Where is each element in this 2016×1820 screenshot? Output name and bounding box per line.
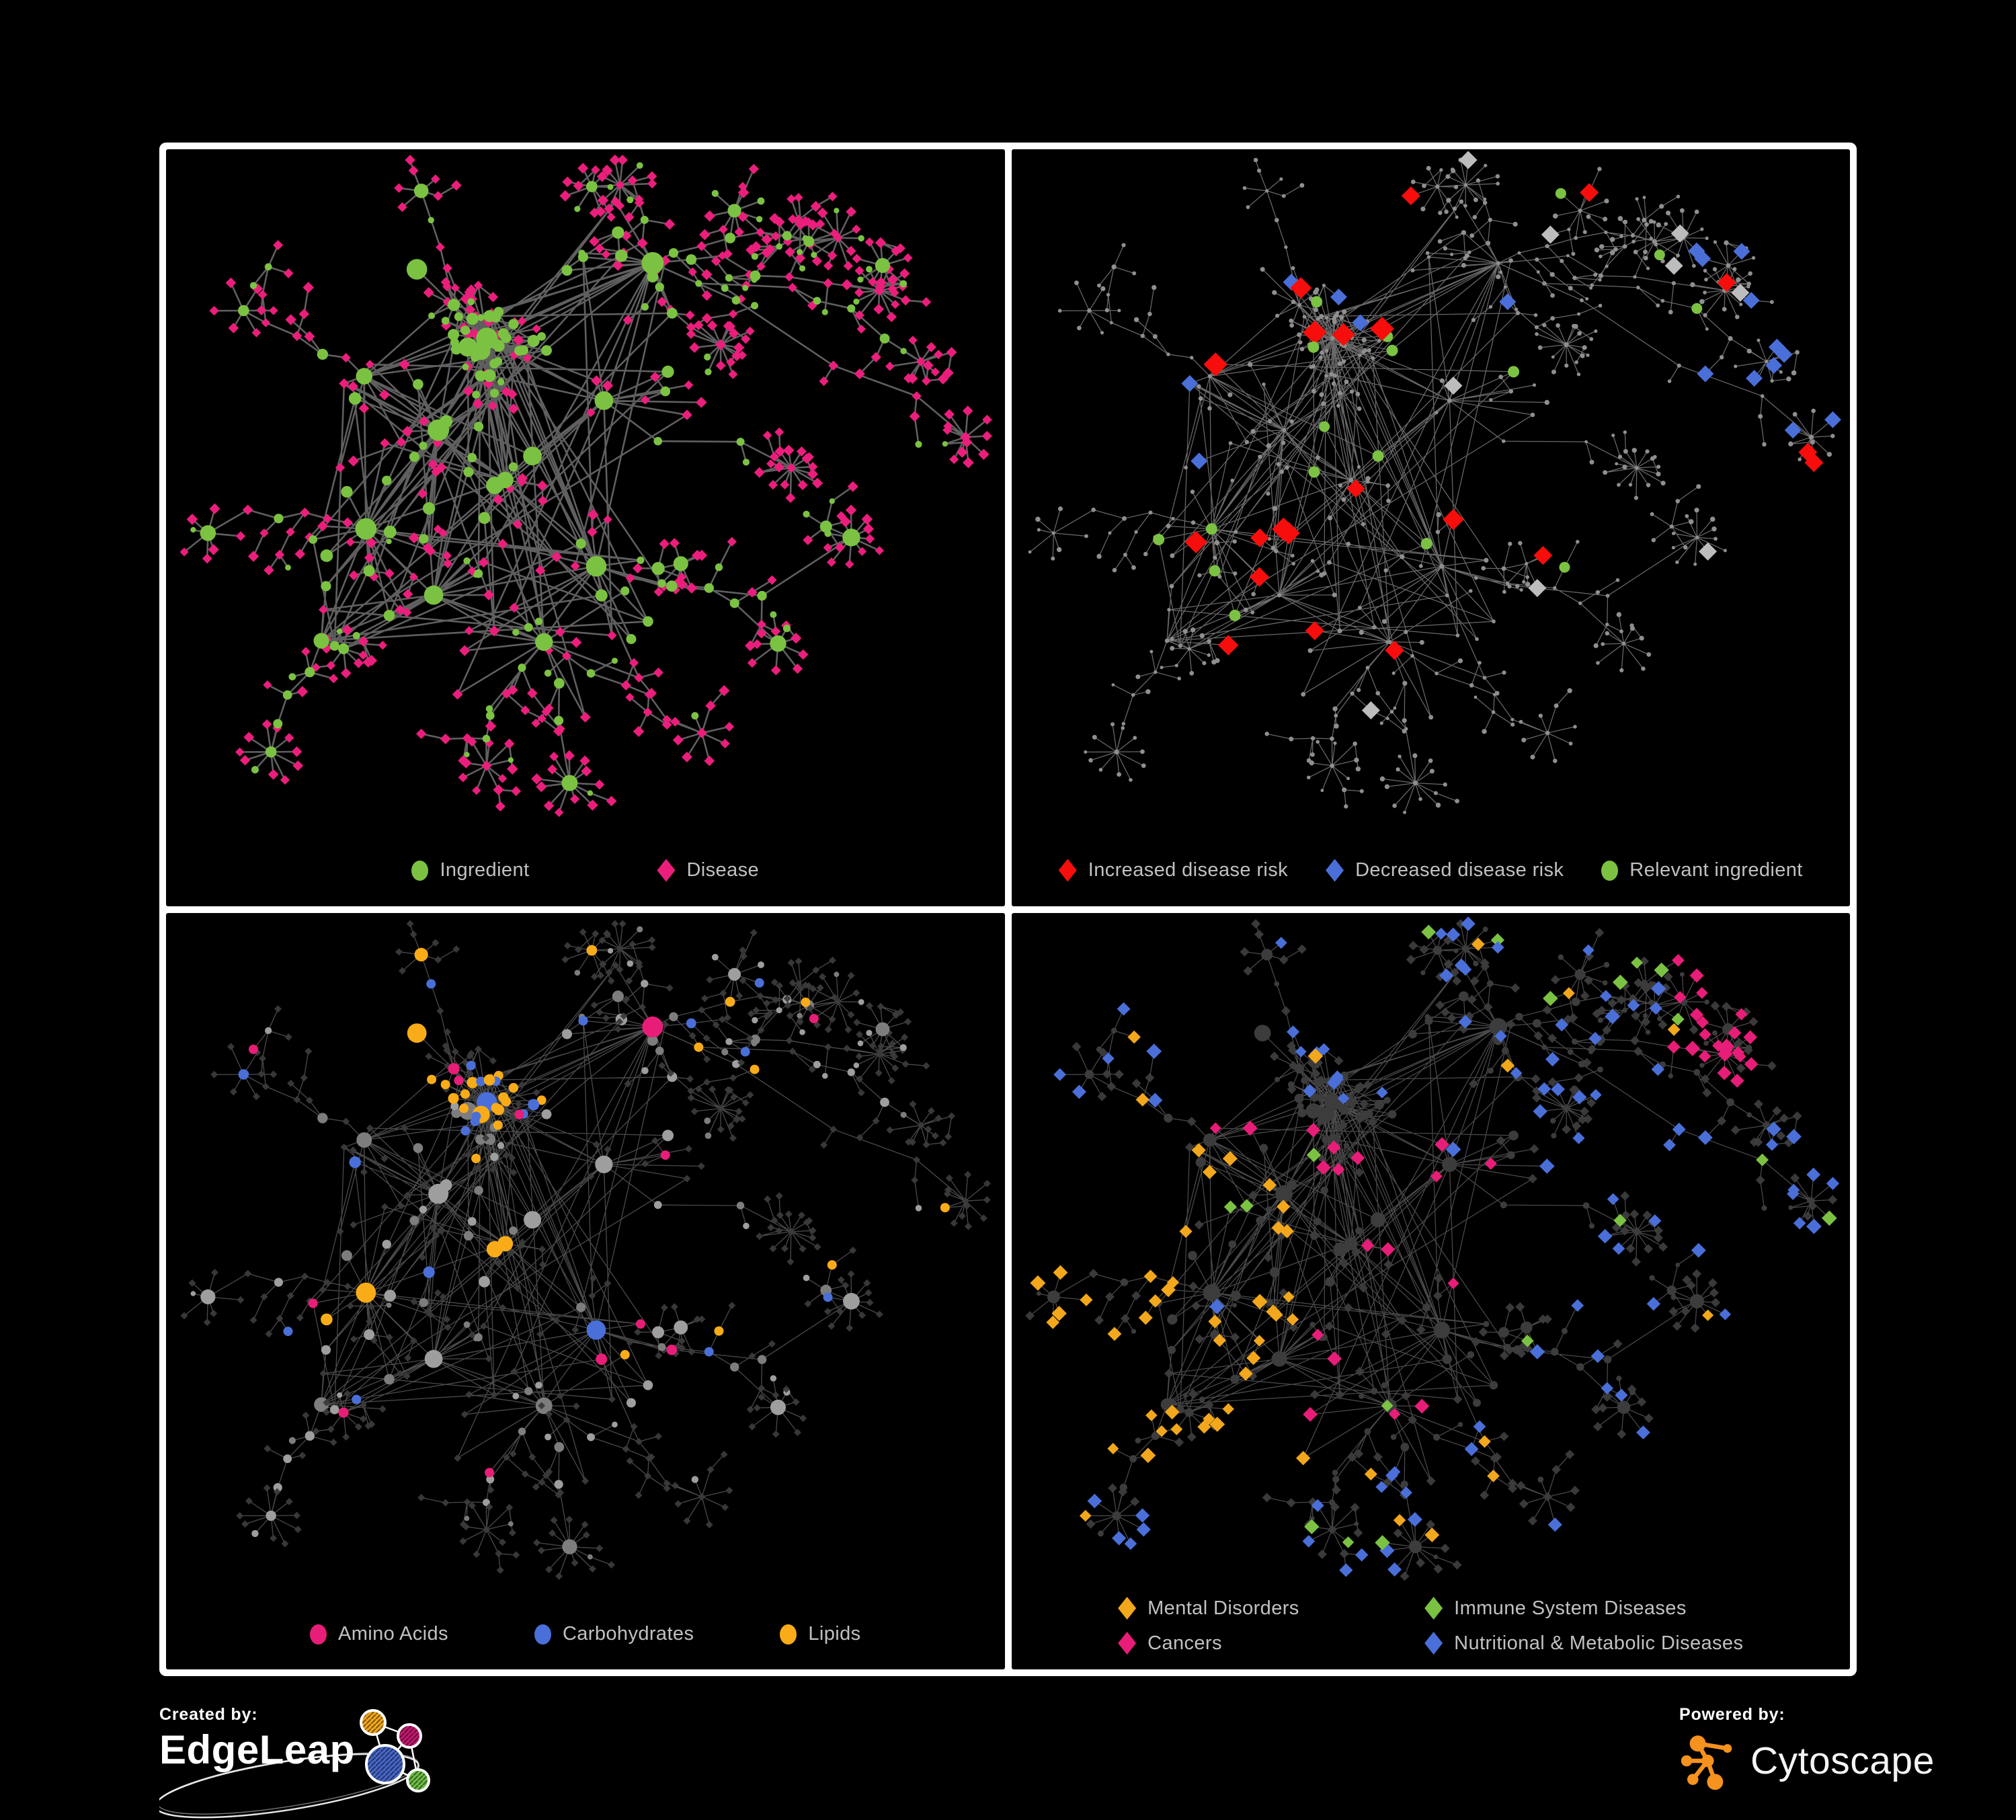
- cytoscape-logo-icon: [1681, 1735, 1732, 1790]
- legend-item: Amino Acids: [309, 1623, 448, 1645]
- legend-diamond-icon: [1058, 859, 1077, 882]
- legend-label: Cancers: [1147, 1632, 1222, 1654]
- legend-diamond-icon: [1118, 1597, 1137, 1620]
- legend-nutrient-classes: Amino Acids Carbohydrates Lipids: [166, 1623, 1005, 1645]
- legend-label: Carbohydrates: [562, 1623, 694, 1645]
- legend-item: Cancers: [1118, 1632, 1387, 1655]
- legend-diamond-icon: [1118, 1632, 1137, 1655]
- legend-circle-icon: [411, 860, 429, 881]
- legend-diamond-icon: [657, 859, 676, 882]
- legend-label: Ingredient: [440, 859, 530, 881]
- legend-item: Relevant ingredient: [1601, 859, 1802, 881]
- legend-label: Nutritional & Metabolic Diseases: [1454, 1632, 1744, 1654]
- legend-item: Decreased disease risk: [1326, 859, 1564, 882]
- legend-diamond-icon: [1424, 1632, 1443, 1655]
- legend-circle-icon: [309, 1624, 327, 1645]
- legend-item: Mental Disorders: [1118, 1597, 1387, 1620]
- legend-label: Lipids: [808, 1623, 861, 1645]
- legend-label: Decreased disease risk: [1355, 859, 1564, 881]
- cytoscape-wordmark: Cytoscape: [1750, 1739, 1935, 1782]
- legend-item: Disease: [657, 859, 759, 882]
- legend-item: Immune System Diseases: [1424, 1597, 1743, 1620]
- panel-disease-classes: Mental Disorders Immune System Diseases Ca…: [1011, 912, 1851, 1669]
- legend-circle-icon: [1601, 860, 1619, 881]
- legend-diamond-icon: [1424, 1597, 1443, 1620]
- disease-class-network-graph: [1024, 916, 1839, 1581]
- legend-circle-icon: [780, 1624, 797, 1645]
- ingredient-disease-network-graph: [179, 154, 992, 818]
- disease-risk-network-graph: [1028, 151, 1841, 814]
- powered-by-branding: Powered by: Cytoscape: [1679, 1705, 1988, 1819]
- legend-disease-risk: Increased disease risk Decreased disease …: [1012, 859, 1851, 882]
- creator-branding: Created by: EdgeLeap: [159, 1705, 576, 1819]
- panel-disease-risk: Increased disease risk Decreased disease …: [1011, 149, 1851, 906]
- legend-item: Nutritional & Metabolic Diseases: [1424, 1632, 1743, 1655]
- legend-disease-classes: Mental Disorders Immune System Diseases Ca…: [1012, 1597, 1851, 1655]
- legend-circle-icon: [534, 1624, 551, 1645]
- legend-ingredient-disease: Ingredient Disease: [166, 859, 1005, 882]
- legend-item: Lipids: [780, 1623, 860, 1645]
- legend-diamond-icon: [1326, 859, 1344, 882]
- panel-nutrient-classes: Amino Acids Carbohydrates Lipids: [166, 912, 1005, 1669]
- legend-label: Relevant ingredient: [1629, 859, 1803, 881]
- legend-label: Amino Acids: [337, 1623, 448, 1645]
- legend-item: Increased disease risk: [1058, 859, 1289, 882]
- powered-by-label: Powered by:: [1679, 1705, 1785, 1724]
- nutrient-class-network-graph: [180, 920, 991, 1580]
- created-by-label: Created by:: [159, 1705, 258, 1724]
- legend-label: Disease: [686, 859, 760, 881]
- legend-item: Ingredient: [411, 859, 529, 881]
- panel-ingredient-disease: Ingredient Disease: [166, 149, 1005, 906]
- legend-label: Mental Disorders: [1147, 1597, 1299, 1619]
- legend-label: Immune System Diseases: [1454, 1597, 1687, 1619]
- panel-grid: Ingredient Disease Increased disease risk…: [159, 143, 1857, 1676]
- legend-label: Increased disease risk: [1088, 859, 1289, 881]
- legend-item: Carbohydrates: [534, 1623, 694, 1645]
- edgeleap-wordmark: EdgeLeap: [159, 1727, 355, 1772]
